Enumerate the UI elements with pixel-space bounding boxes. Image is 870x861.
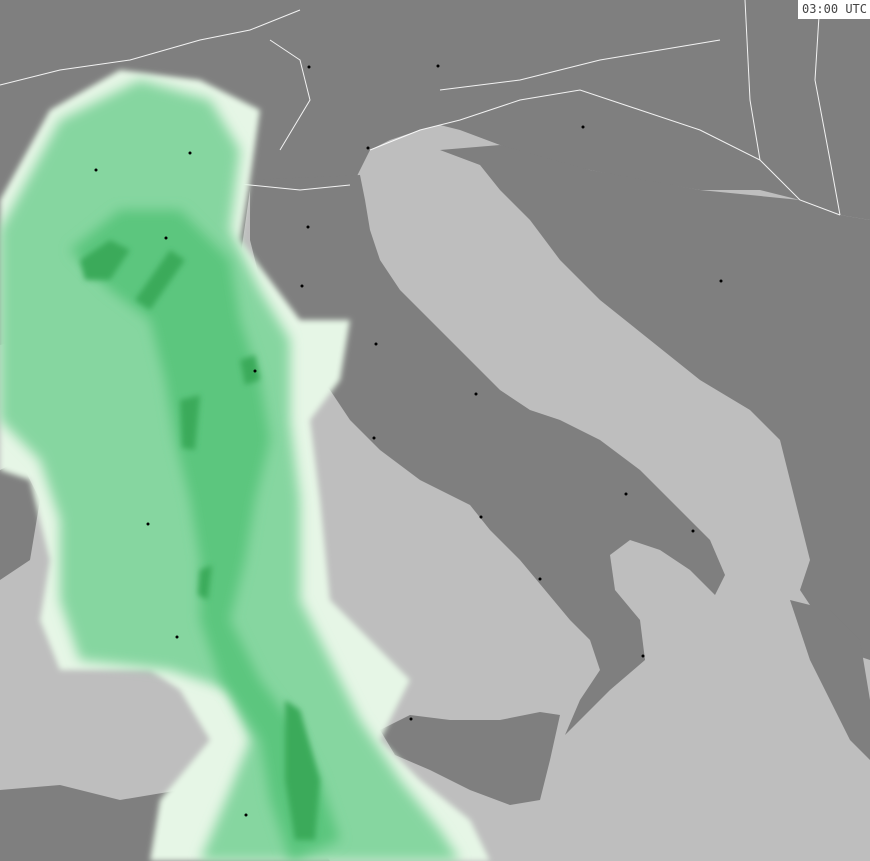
land-italy [250, 175, 725, 735]
land-sicily [380, 712, 560, 805]
land-spain [0, 460, 40, 580]
land-greece [790, 600, 870, 760]
city-markers [94, 64, 723, 817]
timestamp-label: 03:00 UTC [797, 0, 870, 19]
precip-high [80, 240, 320, 840]
land-balkans [440, 145, 870, 660]
precip-mid [70, 210, 340, 861]
precipitation-overlay [0, 70, 490, 861]
